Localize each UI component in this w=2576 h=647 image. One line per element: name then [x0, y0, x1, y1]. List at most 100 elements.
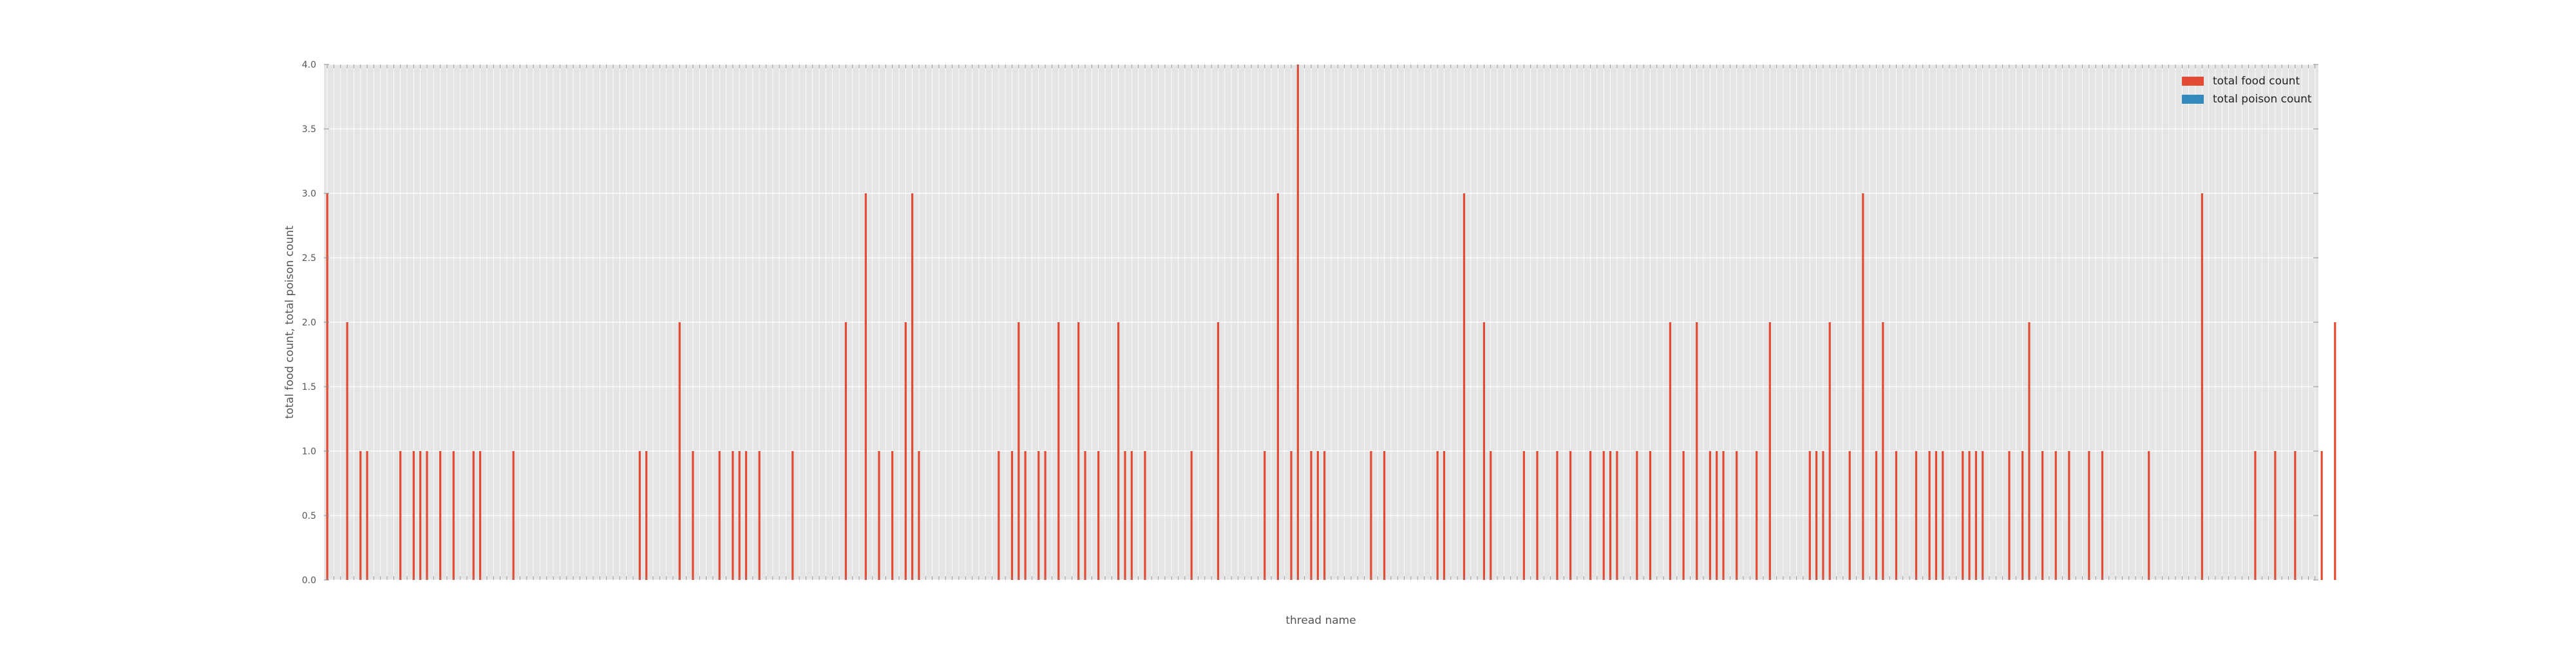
bar-total-food-count: [2054, 451, 2057, 580]
bar-total-food-count: [1536, 451, 1539, 580]
bar-total-food-count: [1443, 451, 1446, 580]
bar-total-food-count: [2334, 322, 2336, 580]
bar-total-food-count: [478, 451, 482, 580]
bar-total-food-count: [1037, 451, 1040, 580]
bar-total-food-count: [1077, 322, 1080, 580]
legend-item-food: total food count: [2182, 73, 2300, 89]
bar-total-food-count: [645, 451, 648, 580]
x-axis-ticks: [327, 64, 2316, 580]
bar-total-food-count: [738, 451, 741, 580]
bar-total-food-count: [2008, 451, 2011, 580]
bar-total-food-count: [1848, 451, 1851, 580]
bar-total-food-count: [678, 322, 681, 580]
bar-total-food-count: [2148, 451, 2150, 580]
bar-total-food-count: [718, 451, 721, 580]
legend: total food count total poison count: [2175, 70, 2322, 110]
y-tick-label: 1.5: [302, 382, 316, 392]
bar-total-food-count: [1716, 451, 1718, 580]
bar-total-food-count: [791, 451, 794, 580]
bar-total-food-count: [2088, 451, 2090, 580]
bar-total-food-count: [1436, 451, 1439, 580]
bar-total-food-count: [2320, 451, 2323, 580]
bar-total-food-count: [1589, 451, 1592, 580]
bar-total-food-count: [2022, 451, 2024, 580]
bar-total-food-count: [911, 193, 914, 580]
bar-total-food-count: [439, 451, 442, 580]
bar-total-food-count: [1975, 451, 1977, 580]
y-tick-label: 0.5: [302, 511, 316, 521]
bar-total-food-count: [1290, 451, 1293, 580]
bar-total-food-count: [366, 451, 368, 580]
bar-total-food-count: [2041, 451, 2044, 580]
bar-total-food-count: [2201, 193, 2203, 580]
bar-total-food-count: [1323, 451, 1326, 580]
bar-total-food-count: [1556, 451, 1558, 580]
bar-total-food-count: [1935, 451, 1938, 580]
bar-total-food-count: [1768, 322, 1771, 580]
bar-total-food-count: [359, 451, 362, 580]
x-axis-label: thread name: [1285, 614, 1356, 627]
legend-label-poison: total poison count: [2213, 93, 2312, 106]
bar-total-food-count: [2101, 451, 2104, 580]
bar-total-food-count: [1057, 322, 1060, 580]
y-tick-label: 2.5: [302, 253, 316, 264]
y-tick-label: 3.0: [302, 189, 316, 199]
bar-total-food-count: [1696, 322, 1698, 580]
bar-total-food-count: [1316, 451, 1319, 580]
bar-total-food-count: [1124, 451, 1126, 580]
bar-total-food-count: [1968, 451, 1971, 580]
bar-total-food-count: [1875, 451, 1878, 580]
bar-total-food-count: [904, 322, 907, 580]
bar-total-food-count: [1370, 451, 1372, 580]
y-tick-label: 4.0: [302, 60, 316, 70]
y-tick-label: 3.5: [302, 124, 316, 135]
bar-total-food-count: [1130, 451, 1133, 580]
bar-total-food-count: [1463, 193, 1466, 580]
bar-total-food-count: [2254, 451, 2257, 580]
legend-label-food: total food count: [2213, 75, 2300, 88]
bar-total-food-count: [1310, 451, 1312, 580]
y-tick-label: 2.0: [302, 318, 316, 328]
bar-total-food-count: [1602, 451, 1605, 580]
bar-total-food-count: [1649, 451, 1652, 580]
bar-total-food-count: [1736, 451, 1738, 580]
y-axis-ticks: 0.0 0.5 1.0 1.5 2.0 2.5 3.0 3.5 4.0: [302, 60, 2318, 586]
bar-total-food-count: [1044, 451, 1046, 580]
bar-total-food-count: [1616, 451, 1618, 580]
bar-total-food-count: [2068, 451, 2070, 580]
bar-total-food-count: [1609, 451, 1612, 580]
bar-total-food-count: [1915, 451, 1918, 580]
bar-total-food-count: [1636, 451, 1638, 580]
bar-total-food-count: [1828, 322, 1831, 580]
bar-total-food-count: [399, 451, 402, 580]
legend-swatch-poison: [2182, 95, 2204, 104]
bar-total-food-count: [918, 451, 920, 580]
bar-total-food-count: [426, 451, 428, 580]
bar-total-food-count: [1815, 451, 1818, 580]
bar-total-food-count: [1569, 451, 1572, 580]
bar-total-food-count: [1522, 451, 1525, 580]
bar-total-food-count: [998, 451, 1000, 580]
bar-total-food-count: [1018, 322, 1020, 580]
bar-total-food-count: [758, 451, 761, 580]
bar-total-food-count: [1264, 451, 1266, 580]
bar-total-food-count: [1722, 451, 1725, 580]
y-axis-label: total food count, total poison count: [283, 226, 296, 419]
bar-total-food-count: [1808, 451, 1811, 580]
bar-total-food-count: [1862, 193, 1864, 580]
bar-total-food-count: [1928, 451, 1931, 580]
bar-total-food-count: [1982, 451, 1984, 580]
bar-total-food-count: [844, 322, 847, 580]
bar-total-food-count: [1144, 451, 1146, 580]
bar-total-food-count: [732, 451, 734, 580]
bar-total-food-count: [1962, 451, 1964, 580]
bar-total-food-count: [1190, 451, 1193, 580]
bar-total-food-count: [1276, 193, 1279, 580]
bar-total-food-count: [412, 451, 415, 580]
bar-total-food-count: [1217, 322, 1220, 580]
bar-total-food-count: [1895, 451, 1898, 580]
bar-total-food-count: [1084, 451, 1086, 580]
bar-total-food-count: [1383, 451, 1386, 580]
bar-total-food-count: [638, 451, 641, 580]
bar-total-food-count: [1010, 451, 1014, 580]
